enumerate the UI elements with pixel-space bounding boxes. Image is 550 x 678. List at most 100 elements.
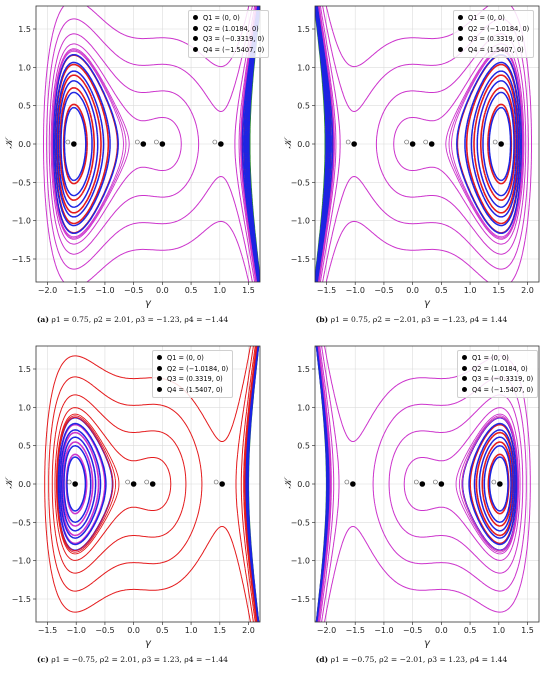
legend-marker-icon — [157, 386, 162, 392]
legend-marker-icon — [193, 46, 198, 52]
x-tick-label: 0.0 — [406, 286, 419, 295]
equilibrium-point — [218, 141, 224, 147]
equilibrium-point — [159, 141, 166, 147]
orbit-curve-unbounded — [46, 6, 253, 282]
x-tick-label: 0.5 — [464, 626, 477, 635]
y-tick-label: −0.5 — [291, 178, 310, 187]
x-tick-label: −0.5 — [124, 286, 143, 295]
x-axis-label: γ — [145, 638, 152, 649]
equilibrium-marker-ring — [413, 479, 419, 485]
chart-legend: Q1 = (0, 0) Q2 = (−1.0184, 0) Q3 = (0.33… — [152, 350, 234, 399]
equilibrium-point — [149, 481, 156, 487]
plot-frame — [314, 5, 540, 283]
x-tick-label: −1.0 — [95, 286, 114, 295]
plot-frame — [314, 345, 540, 623]
orbit-curve-unbounded — [48, 346, 254, 622]
x-tick-label: −0.5 — [374, 286, 393, 295]
legend-marker-icon — [193, 25, 198, 31]
x-tick-label: −1.5 — [317, 286, 336, 295]
orbit-curve-unbounded — [50, 6, 257, 282]
x-tick-label: −0.5 — [95, 626, 114, 635]
legend-entry: Q3 = (0.3319, 0) — [458, 34, 529, 45]
chart-plot: −2.0 −1.5 −1.0 −0.5 0.0 0.5 1.0 1.5 −1.5 −1.0 −0.5… — [283, 345, 540, 649]
legend-marker-icon — [462, 386, 467, 392]
y-tick-label: 1.5 — [297, 25, 310, 34]
y-tick-label: 1.0 — [297, 403, 310, 412]
plot-frame — [35, 5, 261, 283]
contour-group — [315, 6, 532, 282]
x-tick-label: 2.0 — [521, 286, 534, 295]
orbit-curve-unbounded — [56, 346, 258, 622]
equilibrium-point — [428, 141, 435, 147]
y-tick-label: −1.5 — [12, 595, 31, 604]
legend-entry: Q1 = (0, 0) — [157, 353, 228, 364]
x-tick-label: 1.0 — [492, 626, 505, 635]
equilibrium-marker-ring — [65, 139, 71, 145]
equilibrium-marker-ring — [134, 139, 140, 145]
legend-entry: Q1 = (0, 0) — [462, 353, 533, 364]
legend-entry: Q3 = (−0.3319, 0) — [462, 374, 533, 385]
equilibrium-marker-ring — [492, 139, 498, 145]
orbit-curve-unbounded — [317, 6, 523, 282]
x-tick-label: 0.0 — [127, 626, 140, 635]
y-tick-label: 0.5 — [297, 442, 310, 451]
chart-caption: (d) ρ1 = −0.75, ρ2 = −2.01, ρ3 = 1.23, ρ… — [315, 655, 508, 664]
y-tick-label: 1.0 — [18, 63, 31, 72]
chart-caption: (a) ρ1 = 0.75, ρ2 = 2.01, ρ3 = −1.23, ρ4… — [36, 315, 229, 324]
equilibrium-point — [351, 141, 357, 147]
equilibrium-marker-ring — [212, 139, 218, 145]
x-axis-label: γ — [145, 298, 152, 309]
x-tick-label: 1.0 — [213, 286, 226, 295]
plot-frame — [35, 345, 261, 623]
equilibrium-marker-ring — [433, 479, 438, 485]
y-tick-label: −1.0 — [291, 217, 310, 226]
legend-marker-icon — [462, 355, 467, 360]
legend-entry: Q3 = (−0.3319, 0) — [193, 34, 264, 45]
equilibrium-point — [72, 481, 78, 487]
equilibrium-marker-ring — [345, 139, 351, 145]
legend-marker-icon — [458, 36, 463, 42]
x-tick-label: −0.5 — [403, 626, 422, 635]
x-tick-label: 0.5 — [156, 626, 169, 635]
x-tick-label: −1.0 — [66, 626, 85, 635]
x-tick-label: −1.5 — [66, 286, 85, 295]
equilibrium-point — [438, 481, 445, 487]
y-axis-label: 𝒦 — [4, 476, 15, 489]
legend-entry: Q2 = (1.0184, 0) — [193, 24, 264, 35]
x-tick-label: 1.0 — [185, 626, 198, 635]
contour-group — [44, 346, 260, 622]
equilibrium-marker-ring — [144, 479, 150, 485]
equilibrium-point — [419, 481, 426, 487]
x-tick-label: −1.0 — [374, 626, 393, 635]
y-tick-label: 0.0 — [18, 480, 31, 489]
x-tick-label: −1.5 — [345, 626, 364, 635]
legend-entry: Q1 = (0, 0) — [193, 13, 264, 24]
y-tick-label: −0.5 — [12, 518, 31, 527]
x-tick-label: 0.0 — [435, 626, 448, 635]
chart-legend: Q1 = (0, 0) Q2 = (1.0184, 0) Q3 = (−0.33… — [457, 350, 539, 399]
legend-entry: Q1 = (0, 0) — [458, 13, 529, 24]
chart-legend: Q1 = (0, 0) Q2 = (1.0184, 0) Q3 = (−0.33… — [188, 10, 270, 59]
x-axis-label: γ — [424, 298, 431, 309]
legend-marker-icon — [193, 36, 198, 42]
y-tick-label: −1.0 — [12, 217, 31, 226]
equilibrium-point — [497, 481, 503, 487]
y-tick-label: −1.0 — [12, 557, 31, 566]
chart-panel-a: −2.0 −1.5 −1.0 −0.5 0.0 0.5 1.0 1.5 −1.5 −1.0 −0.5… — [0, 0, 270, 328]
equilibrium-marker-ring — [66, 479, 72, 485]
orbit-curve-unbounded — [51, 346, 256, 622]
y-tick-label: 1.5 — [18, 25, 31, 34]
equilibrium-point — [130, 481, 137, 487]
y-tick-label: 0.5 — [18, 102, 31, 111]
x-tick-label: 1.0 — [464, 286, 477, 295]
legend-marker-icon — [157, 376, 162, 382]
y-tick-label: −1.0 — [291, 557, 310, 566]
chart-panel-b: −1.5 −1.0 −0.5 0.0 0.5 1.0 1.5 2.0 −1.5 −1.0 −0.5 0… — [279, 0, 544, 328]
y-tick-label: 1.5 — [297, 365, 310, 374]
legend-entry: Q4 = (−1.5407, 0) — [462, 385, 533, 396]
x-tick-label: −2.0 — [317, 626, 336, 635]
chart-panel-d: −2.0 −1.5 −1.0 −0.5 0.0 0.5 1.0 1.5 −1.5 −1.0 −0.5… — [279, 340, 544, 668]
y-tick-label: 0.0 — [297, 480, 310, 489]
x-axis-label: γ — [424, 638, 431, 649]
equilibrium-marker-ring — [344, 479, 350, 485]
